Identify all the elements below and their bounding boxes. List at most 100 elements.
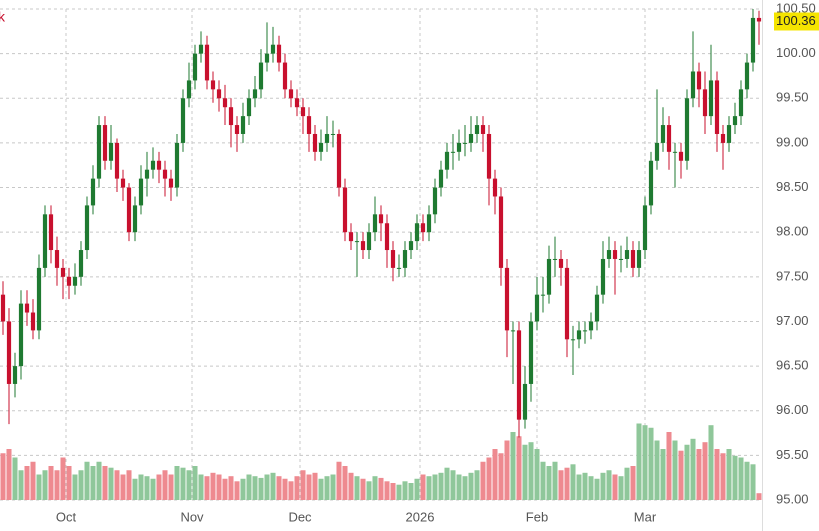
- volume-bar: [408, 483, 414, 500]
- volume-bar: [534, 449, 540, 500]
- candle-body: [186, 80, 192, 99]
- volume-bar: [264, 474, 270, 500]
- y-tick-label: 97.00: [776, 313, 809, 328]
- volume-bar: [564, 467, 570, 500]
- y-tick-label: 96.00: [776, 402, 809, 417]
- volume-bar: [282, 478, 288, 500]
- volume-bar: [300, 470, 306, 500]
- candle-body: [162, 169, 168, 179]
- volume-bar: [702, 442, 708, 500]
- volume-bar: [648, 427, 654, 500]
- candle-body: [30, 312, 36, 331]
- candle-body: [558, 258, 564, 268]
- corner-text: k: [0, 9, 6, 25]
- volume-bar: [456, 474, 462, 500]
- candle-body: [126, 187, 132, 233]
- volume-bar: [720, 453, 726, 500]
- volume-bar: [348, 472, 354, 500]
- volume-bar: [138, 474, 144, 500]
- volume-bar: [552, 461, 558, 500]
- volume-bar: [504, 440, 510, 500]
- volume-bar: [246, 474, 252, 500]
- candle-body: [42, 214, 48, 268]
- volume-bar: [330, 474, 336, 500]
- volume-bar: [480, 461, 486, 500]
- candle-body: [438, 169, 444, 188]
- volume-bar: [390, 483, 396, 500]
- candle-body: [504, 267, 510, 331]
- candle-body: [468, 133, 474, 143]
- volume-bar: [72, 474, 78, 500]
- volume-bar: [48, 466, 54, 500]
- volume-bar: [588, 476, 594, 500]
- candle-body: [108, 142, 114, 161]
- candle-body: [72, 276, 78, 286]
- candle-body: [750, 17, 756, 63]
- candle-body: [492, 178, 498, 197]
- volume-bar: [726, 449, 732, 500]
- candle-body: [684, 98, 690, 161]
- x-tick-label: 2026: [406, 509, 435, 524]
- volume-bar: [84, 461, 90, 500]
- axis-labels: 95.00 95.50 96.00 96.50 97.00 97.50 98.00 98.50…: [56, 0, 819, 524]
- volume-bar: [222, 478, 228, 500]
- candle-body: [78, 250, 84, 277]
- candle-body: [378, 214, 384, 224]
- candle-body: [528, 321, 534, 384]
- grid: [0, 0, 763, 531]
- volume-bar: [306, 474, 312, 500]
- volume-bar: [516, 436, 522, 500]
- volume-bar: [180, 467, 186, 500]
- candle-body: [708, 80, 714, 117]
- candle-body: [432, 187, 438, 215]
- candle-body: [384, 223, 390, 251]
- candle-body: [594, 294, 600, 322]
- volume-bar: [186, 470, 192, 500]
- volume-bar: [24, 466, 30, 500]
- volume-bar: [474, 470, 480, 500]
- candle-body: [486, 133, 492, 179]
- candle-body: [192, 53, 198, 81]
- volume-bar: [492, 449, 498, 500]
- candle-body: [534, 294, 540, 322]
- volume-bar: [96, 461, 102, 500]
- candle-body: [732, 116, 738, 126]
- volume-bar: [108, 467, 114, 500]
- candle-body: [672, 151, 678, 153]
- candle-body: [90, 178, 96, 206]
- candle-body: [510, 330, 516, 332]
- volume-bar: [168, 474, 174, 500]
- volume-bar: [54, 470, 60, 500]
- volume-bar: [354, 476, 360, 500]
- volume-bar: [570, 464, 576, 500]
- candle-body: [258, 62, 264, 90]
- volume-bar: [210, 472, 216, 500]
- candle-body: [390, 250, 396, 268]
- volume-bar: [546, 466, 552, 500]
- y-tick-label: 100.50: [776, 0, 816, 15]
- y-tick-label: 99.00: [776, 134, 809, 149]
- candle-body: [570, 339, 576, 341]
- volume-bar: [216, 474, 222, 500]
- volume-bar: [318, 478, 324, 500]
- candle-body: [600, 258, 606, 295]
- volume-bar: [654, 440, 660, 500]
- candle-body: [522, 383, 528, 420]
- candle-body: [84, 205, 90, 251]
- volume-bar: [642, 425, 648, 500]
- volume-bar: [708, 425, 714, 500]
- x-tick-label: Dec: [288, 509, 312, 524]
- volume-bar: [738, 457, 744, 500]
- volume-bar: [366, 481, 372, 500]
- candle-body: [234, 125, 240, 134]
- volume-bar: [438, 472, 444, 500]
- candle-body: [6, 321, 12, 384]
- candle-body: [678, 151, 684, 161]
- volume-bar: [372, 476, 378, 500]
- volume-bar: [612, 474, 618, 500]
- candle-body: [144, 169, 150, 179]
- volume-bar: [528, 442, 534, 500]
- candle-body: [420, 223, 426, 233]
- volume-bar: [462, 476, 468, 500]
